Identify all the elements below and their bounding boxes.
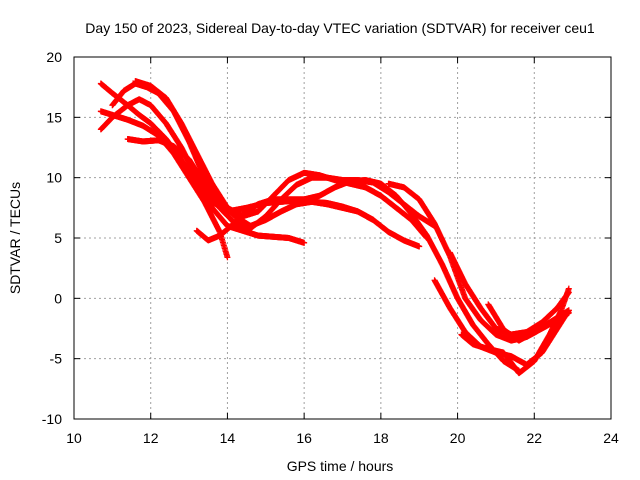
- data-point: [301, 239, 308, 246]
- data-point: [224, 254, 231, 261]
- data-points: [97, 78, 572, 377]
- grid: [74, 57, 611, 419]
